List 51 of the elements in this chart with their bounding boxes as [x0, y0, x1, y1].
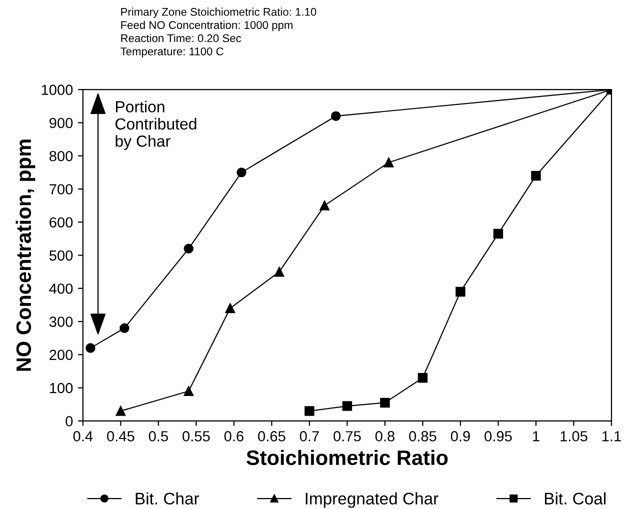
y-tick-label: 700 — [50, 184, 73, 194]
x-tick-label: 1 — [533, 431, 540, 442]
x-tick-label: 0.75 — [334, 431, 361, 442]
point — [493, 228, 504, 239]
point — [184, 244, 194, 254]
y-tick-label: 100 — [50, 382, 73, 394]
y-tick-label: 800 — [50, 150, 73, 162]
x-tick-label: 1.1 — [602, 431, 621, 442]
point — [384, 158, 394, 168]
legend-label: Bit. Coal — [544, 492, 606, 505]
x-tick-label: 0.6 — [224, 431, 244, 442]
point — [116, 406, 126, 416]
y-tick-label: 0 — [66, 416, 73, 426]
y-tick-label: 1000 — [42, 84, 73, 96]
point — [86, 343, 96, 353]
x-tick-label: 0.8 — [375, 431, 394, 442]
point — [331, 111, 341, 121]
point — [184, 386, 194, 396]
text: Primary Zone Stoichiometric Ratio: 1.10 Feed NO Concentration: 1000 ppm Reaction Time: 0.20 Sec Temperature: 1100 C — [120, 8, 316, 58]
point — [274, 266, 284, 277]
point — [304, 406, 314, 416]
legend-label: Bit. Char — [136, 492, 200, 505]
x-tick-label: 0.45 — [107, 431, 134, 442]
x-tick-label: 0.55 — [182, 431, 210, 442]
x-tick-label: 0.5 — [148, 431, 168, 442]
y-tick-label: 900 — [50, 118, 73, 128]
point — [418, 373, 428, 383]
x-tick-label: 0.95 — [484, 431, 512, 442]
point — [225, 303, 236, 314]
legend-label: Impregnated Char — [306, 492, 438, 508]
point — [236, 168, 246, 178]
x-tick-label: 1.05 — [560, 431, 588, 442]
point — [120, 323, 130, 334]
y-tick-label: 500 — [49, 250, 73, 261]
y-tick-label: 200 — [50, 350, 73, 360]
point — [380, 398, 390, 408]
x-axis-title: Stoichiometric Ratio — [246, 450, 448, 466]
annotation: Portion Contributed by Char — [116, 100, 196, 150]
y-axis-title: NO Concentration, ppm — [16, 140, 36, 371]
y-tick-label: 300 — [49, 316, 73, 327]
x-tick-label: 0.7 — [300, 431, 319, 442]
x-tick-label: 0.85 — [409, 431, 436, 442]
point — [320, 200, 330, 210]
y-tick-label: 400 — [49, 284, 73, 294]
point — [531, 170, 541, 181]
point — [456, 286, 466, 297]
x-tick-label: 0.9 — [450, 431, 470, 442]
x-tick-label: 0.65 — [258, 431, 286, 442]
point — [342, 401, 352, 411]
y-tick-label: 600 — [50, 217, 73, 228]
x-tick-label: 0.4 — [73, 431, 93, 442]
